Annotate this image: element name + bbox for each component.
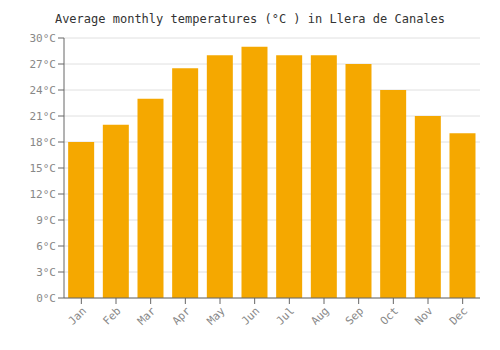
svg-text:Sep: Sep [343, 304, 366, 327]
svg-text:0°C: 0°C [36, 292, 56, 305]
svg-text:24°C: 24°C [30, 84, 57, 97]
svg-text:3°C: 3°C [36, 266, 56, 279]
svg-text:12°C: 12°C [30, 188, 57, 201]
svg-text:Nov: Nov [412, 304, 436, 328]
svg-text:6°C: 6°C [36, 240, 56, 253]
svg-text:Jan: Jan [66, 304, 89, 327]
svg-text:30°C: 30°C [30, 32, 57, 45]
svg-text:Dec: Dec [447, 304, 470, 327]
svg-text:Feb: Feb [100, 304, 123, 327]
svg-text:15°C: 15°C [30, 162, 57, 175]
svg-text:9°C: 9°C [36, 214, 56, 227]
svg-text:Jun: Jun [239, 304, 262, 327]
svg-text:May: May [204, 304, 228, 328]
svg-text:Mar: Mar [135, 304, 159, 328]
svg-text:Jul: Jul [274, 304, 297, 327]
svg-text:Oct: Oct [378, 304, 401, 327]
svg-text:Aug: Aug [308, 304, 331, 327]
svg-text:21°C: 21°C [30, 110, 57, 123]
html-text:Average monthly temperatures (: Average monthly temperatures (°C ) in Ll… [54, 12, 446, 26]
svg-text:18°C: 18°C [30, 136, 57, 149]
svg-text:Apr: Apr [170, 304, 194, 328]
svg-text:27°C: 27°C [30, 58, 57, 71]
